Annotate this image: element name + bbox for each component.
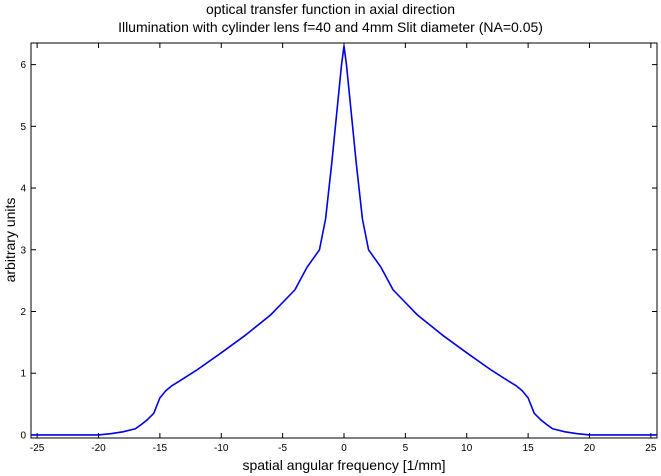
y-tick-label: 2 <box>20 307 26 318</box>
data-point <box>338 89 339 90</box>
x-tick-label: 5 <box>403 443 409 454</box>
data-point <box>245 334 246 335</box>
x-tick-label: 20 <box>584 443 596 454</box>
data-point <box>335 126 336 127</box>
x-tick-label: -25 <box>30 443 45 454</box>
plot-frame <box>30 42 658 439</box>
x-tick-label: 10 <box>461 443 473 454</box>
data-point <box>165 390 166 391</box>
y-tick-label: 1 <box>20 369 26 380</box>
y-tick-label: 5 <box>20 122 26 133</box>
data-point <box>380 266 381 267</box>
data-point <box>178 381 179 382</box>
x-tick-label: 25 <box>645 443 657 454</box>
data-point <box>589 434 590 435</box>
chart-title-line-1: optical transfer function in axial direc… <box>205 1 456 17</box>
data-point <box>356 163 357 164</box>
x-tick-label: -20 <box>91 443 106 454</box>
data-point <box>325 218 326 219</box>
y-axis-label: arbitrary units <box>2 198 18 283</box>
x-tick-label: 15 <box>523 443 535 454</box>
data-point <box>534 413 535 414</box>
data-point <box>656 434 657 435</box>
data-point <box>521 390 522 391</box>
data-point <box>122 431 123 432</box>
x-tick-label: 0 <box>341 443 347 454</box>
data-point <box>159 397 160 398</box>
data-point <box>509 381 510 382</box>
data-point <box>270 315 271 316</box>
data-point <box>346 64 347 65</box>
y-tick-label: 0 <box>20 430 26 441</box>
data-point <box>172 385 173 386</box>
data-point <box>392 289 393 290</box>
data-point <box>343 45 344 46</box>
chart-title-line-2: Illumination with cylinder lens f=40 and… <box>118 19 543 35</box>
data-point <box>352 126 353 127</box>
y-axis-ticks: 0 1 2 3 4 5 6 <box>20 60 657 441</box>
data-point <box>466 352 467 353</box>
series-line-0 <box>31 45 657 436</box>
x-axis-label: spatial angular frequency [1/mm] <box>242 457 445 473</box>
data-point <box>307 266 308 267</box>
data-point <box>442 334 443 335</box>
data-point <box>564 431 565 432</box>
data-point <box>528 397 529 398</box>
data-point <box>110 433 111 434</box>
data-point <box>362 218 363 219</box>
data-point <box>417 315 418 316</box>
y-tick-label: 4 <box>20 184 26 195</box>
data-point <box>348 89 349 90</box>
data-point <box>546 424 547 425</box>
data-point <box>196 370 197 371</box>
plot-area <box>30 42 658 439</box>
x-tick-label: -15 <box>153 443 168 454</box>
data-point <box>294 289 295 290</box>
x-tick-label: -5 <box>278 443 287 454</box>
x-axis-ticks: -25 -20 -15 -10 -5 0 5 10 15 20 25 <box>30 43 657 454</box>
series-layer <box>30 45 657 436</box>
data-point <box>319 249 320 250</box>
data-point <box>147 419 148 420</box>
data-point <box>577 433 578 434</box>
y-tick-label: 6 <box>20 60 26 71</box>
x-tick-label: -10 <box>214 443 229 454</box>
data-point <box>540 419 541 420</box>
data-point <box>30 434 31 435</box>
data-point <box>135 428 136 429</box>
data-point <box>368 249 369 250</box>
data-point <box>331 163 332 164</box>
data-point <box>491 370 492 371</box>
data-point <box>515 385 516 386</box>
data-point <box>552 428 553 429</box>
y-tick-label: 3 <box>20 245 26 256</box>
data-point <box>341 64 342 65</box>
data-point <box>98 434 99 435</box>
data-point <box>221 352 222 353</box>
data-point <box>141 424 142 425</box>
data-point <box>153 413 154 414</box>
